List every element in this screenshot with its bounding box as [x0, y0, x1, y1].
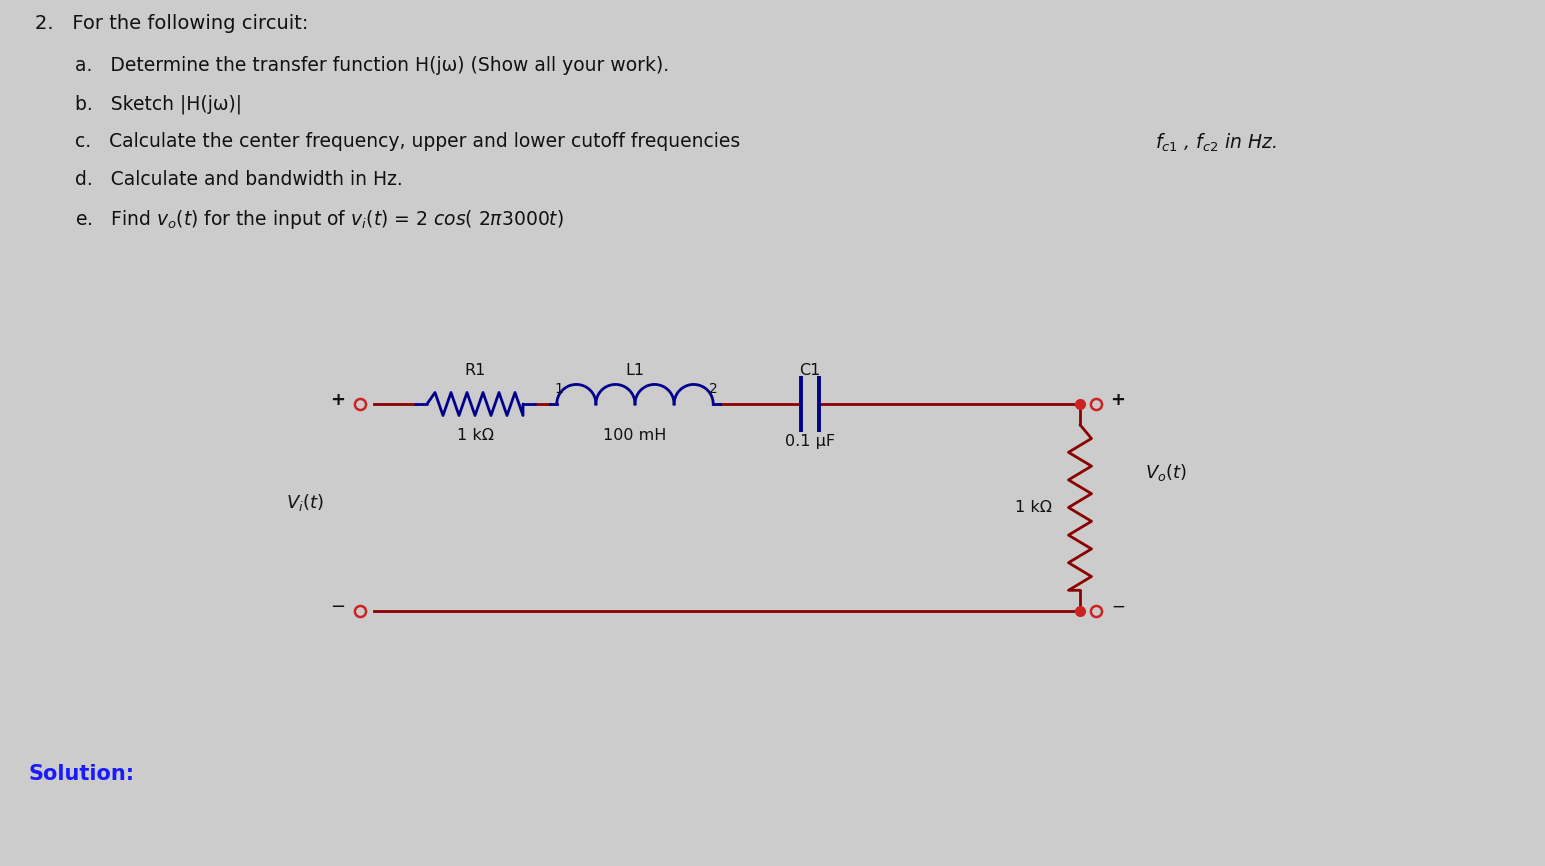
Text: 1 kΩ: 1 kΩ [456, 428, 493, 443]
Text: $V_o(t)$: $V_o(t)$ [1145, 462, 1187, 483]
Text: −: − [331, 598, 346, 616]
Text: 2.   For the following circuit:: 2. For the following circuit: [36, 14, 309, 33]
Text: b.   Sketch |H(jω)|: b. Sketch |H(jω)| [76, 94, 243, 113]
Text: C1: C1 [799, 363, 820, 378]
Text: d.   Calculate and bandwidth in Hz.: d. Calculate and bandwidth in Hz. [76, 170, 403, 189]
Text: 1: 1 [555, 382, 562, 396]
Text: $f_{c1}$ , $f_{c2}$ in Hz.: $f_{c1}$ , $f_{c2}$ in Hz. [1156, 132, 1276, 154]
Text: $V_i(t)$: $V_i(t)$ [286, 492, 324, 513]
Text: L1: L1 [626, 363, 644, 378]
Text: c.   Calculate the center frequency, upper and lower cutoff frequencies: c. Calculate the center frequency, upper… [76, 132, 740, 151]
Text: 2: 2 [709, 382, 718, 396]
Text: −: − [1111, 598, 1125, 616]
Text: 1 kΩ: 1 kΩ [1015, 500, 1052, 515]
Text: a.   Determine the transfer function H(jω) (Show all your work).: a. Determine the transfer function H(jω)… [76, 56, 669, 75]
Text: e.   Find $v_o(t)$ for the input of $v_i(t)$ = 2 $cos$( 2$\pi$3000$t$): e. Find $v_o(t)$ for the input of $v_i(t… [76, 208, 564, 231]
Text: 0.1 μF: 0.1 μF [785, 434, 834, 449]
Text: Solution:: Solution: [28, 764, 134, 784]
Text: 100 mH: 100 mH [603, 428, 667, 443]
Text: R1: R1 [465, 363, 485, 378]
Text: +: + [331, 391, 346, 409]
Text: +: + [1111, 391, 1125, 409]
